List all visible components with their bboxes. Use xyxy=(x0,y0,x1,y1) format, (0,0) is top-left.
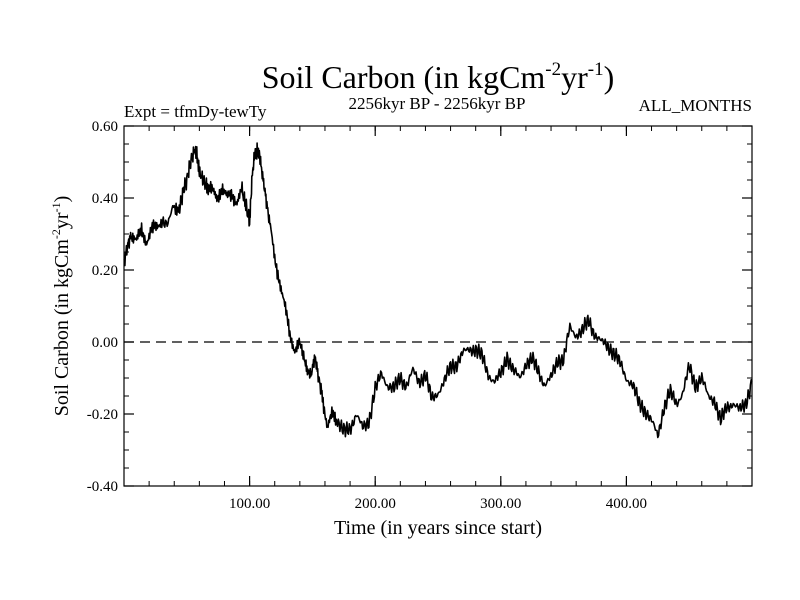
y-axis-label-sup1: -2 xyxy=(49,229,63,239)
x-tick-label: 100.00 xyxy=(229,496,270,512)
chart-title: Soil Carbon (in kgCm-2yr-1) xyxy=(262,59,615,95)
chart-title-main: Soil Carbon (in kgCm xyxy=(262,59,546,95)
y-axis-label-sup2: -1 xyxy=(49,202,63,212)
y-axis-label-mid: yr xyxy=(51,212,73,229)
y-axis-label-end: ) xyxy=(51,196,73,203)
y-tick-label: -0.20 xyxy=(87,407,118,423)
y-axis-label-main: Soil Carbon (in kgCm xyxy=(51,239,73,417)
y-tick-label: 0.40 xyxy=(92,191,118,207)
chart-title-sup1: -2 xyxy=(545,59,561,80)
y-tick-label: 0.00 xyxy=(92,335,118,351)
chart-title-mid: yr xyxy=(561,59,588,95)
subtitle-period: 2256kyr BP - 2256kyr BP xyxy=(349,94,526,113)
y-axis-label: Soil Carbon (in kgCm-2yr-1) xyxy=(49,196,73,417)
subtitle-experiment: Expt = tfmDy-tewTy xyxy=(124,102,267,121)
x-tick-label: 400.00 xyxy=(606,496,647,512)
x-axis-ticks: 100.00 200.00 300.00 400.00 xyxy=(229,126,647,512)
y-tick-label: -0.40 xyxy=(87,479,118,495)
chart-title-end: ) xyxy=(604,59,615,95)
y-tick-label: 0.60 xyxy=(92,119,118,135)
subtitle-months: ALL_MONTHS xyxy=(639,96,752,115)
y-axis-ticks: -0.40 -0.20 0.00 0.20 0.40 0.60 xyxy=(87,119,752,495)
soil-carbon-series-line xyxy=(123,142,753,439)
y-tick-label: 0.20 xyxy=(92,263,118,279)
chart-title-sup2: -1 xyxy=(588,59,604,80)
x-axis-label: Time (in years since start) xyxy=(334,517,542,539)
x-tick-label: 200.00 xyxy=(355,496,396,512)
x-tick-label: 300.00 xyxy=(480,496,521,512)
